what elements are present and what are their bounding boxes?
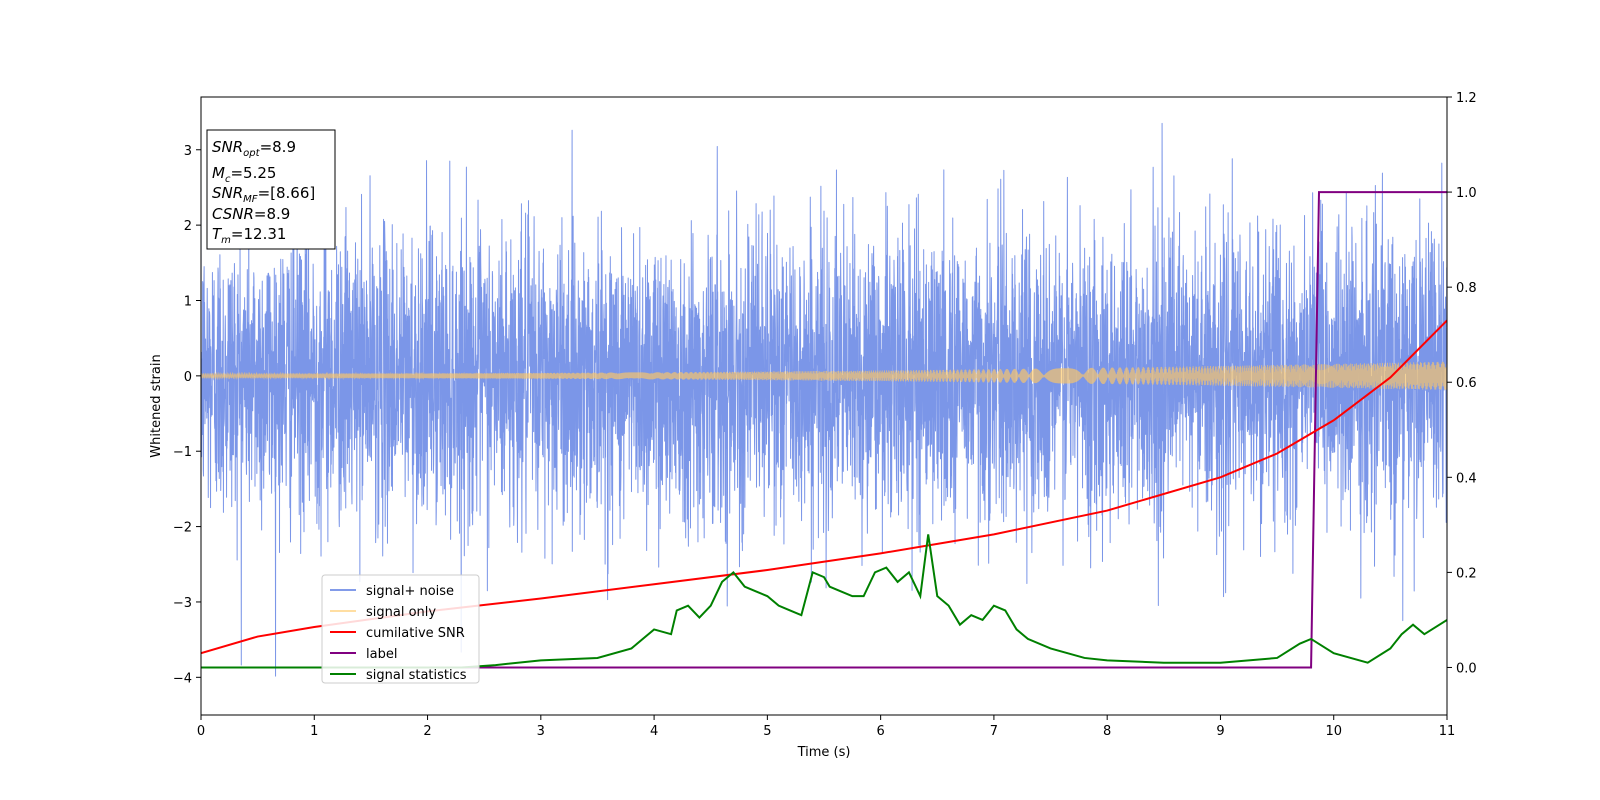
y-left-tick-label: −4 (173, 671, 192, 686)
x-tick-label: 1 (310, 724, 318, 739)
plot-frame (200, 96, 1448, 716)
x-tick-label: 4 (650, 724, 658, 739)
series-signal-noise (201, 122, 1447, 677)
y-right-tick-label: 1.0 (1456, 186, 1477, 201)
x-tick-label: 7 (990, 724, 998, 739)
info-mc: Mc=5.25 (212, 164, 276, 185)
x-tick-label: 0 (197, 724, 205, 739)
info-tm: Tm=12.31 (212, 225, 286, 246)
x-axis-label: Time (s) (797, 745, 851, 760)
x-tick-label: 10 (1325, 724, 1342, 739)
y-left-tick-label: −2 (173, 521, 192, 536)
y-right-tick-label: 1.2 (1456, 91, 1477, 106)
info-snr-opt: SNRopt=8.9 (212, 138, 296, 159)
info-box-frame (206, 129, 336, 250)
y-left-tick-label: 3 (184, 144, 192, 159)
series-signal-only (201, 361, 1447, 391)
y-right-tick-label: 0.6 (1456, 376, 1477, 391)
series-label (201, 191, 1447, 669)
info-box: SNRopt=8.9 Mc=5.25 SNRMF=[8.66] CSNR=8.9… (206, 129, 336, 250)
series-signal-statistics (201, 534, 1447, 669)
x-tick-label: 3 (537, 724, 545, 739)
x-tick-label: 2 (423, 724, 431, 739)
y-left-tick-label: −1 (173, 445, 192, 460)
info-csnr: CSNR=8.9 (212, 205, 290, 223)
x-tick-label: 6 (876, 724, 884, 739)
legend-frame (321, 574, 480, 684)
y-right-tick-label: 0.8 (1456, 281, 1477, 296)
legend-label: signal+ noise (366, 584, 454, 599)
y-axis-left: −4 −3 −2 −1 0 1 2 3 (173, 144, 201, 686)
legend-label: signal statistics (366, 668, 467, 683)
y-left-tick-label: 2 (184, 219, 192, 234)
x-axis: 0 1 2 3 4 5 6 7 8 9 10 11 (197, 715, 1455, 739)
x-tick-label: 11 (1439, 724, 1456, 739)
legend-label: signal only (366, 605, 436, 620)
y-left-tick-label: 0 (184, 370, 192, 385)
y-right-tick-label: 0.0 (1456, 661, 1477, 676)
x-tick-label: 9 (1216, 724, 1224, 739)
legend-label: cumilative SNR (366, 626, 465, 641)
x-tick-label: 5 (763, 724, 771, 739)
legend: signal+ noise signal only cumilative SNR la… (321, 574, 480, 684)
y-left-tick-label: 1 (184, 294, 192, 309)
y-left-tick-label: −3 (173, 596, 192, 611)
y-axis-right: 0.0 0.2 0.4 0.6 0.8 1.0 1.2 (1447, 91, 1477, 676)
y-right-tick-label: 0.2 (1456, 566, 1477, 581)
info-snr-mf: SNRMF=[8.66] (212, 184, 315, 205)
legend-label: label (366, 647, 397, 662)
x-tick-label: 8 (1103, 724, 1111, 739)
y-right-tick-label: 0.4 (1456, 471, 1477, 486)
y-axis-label: Whitened strain (149, 354, 164, 457)
